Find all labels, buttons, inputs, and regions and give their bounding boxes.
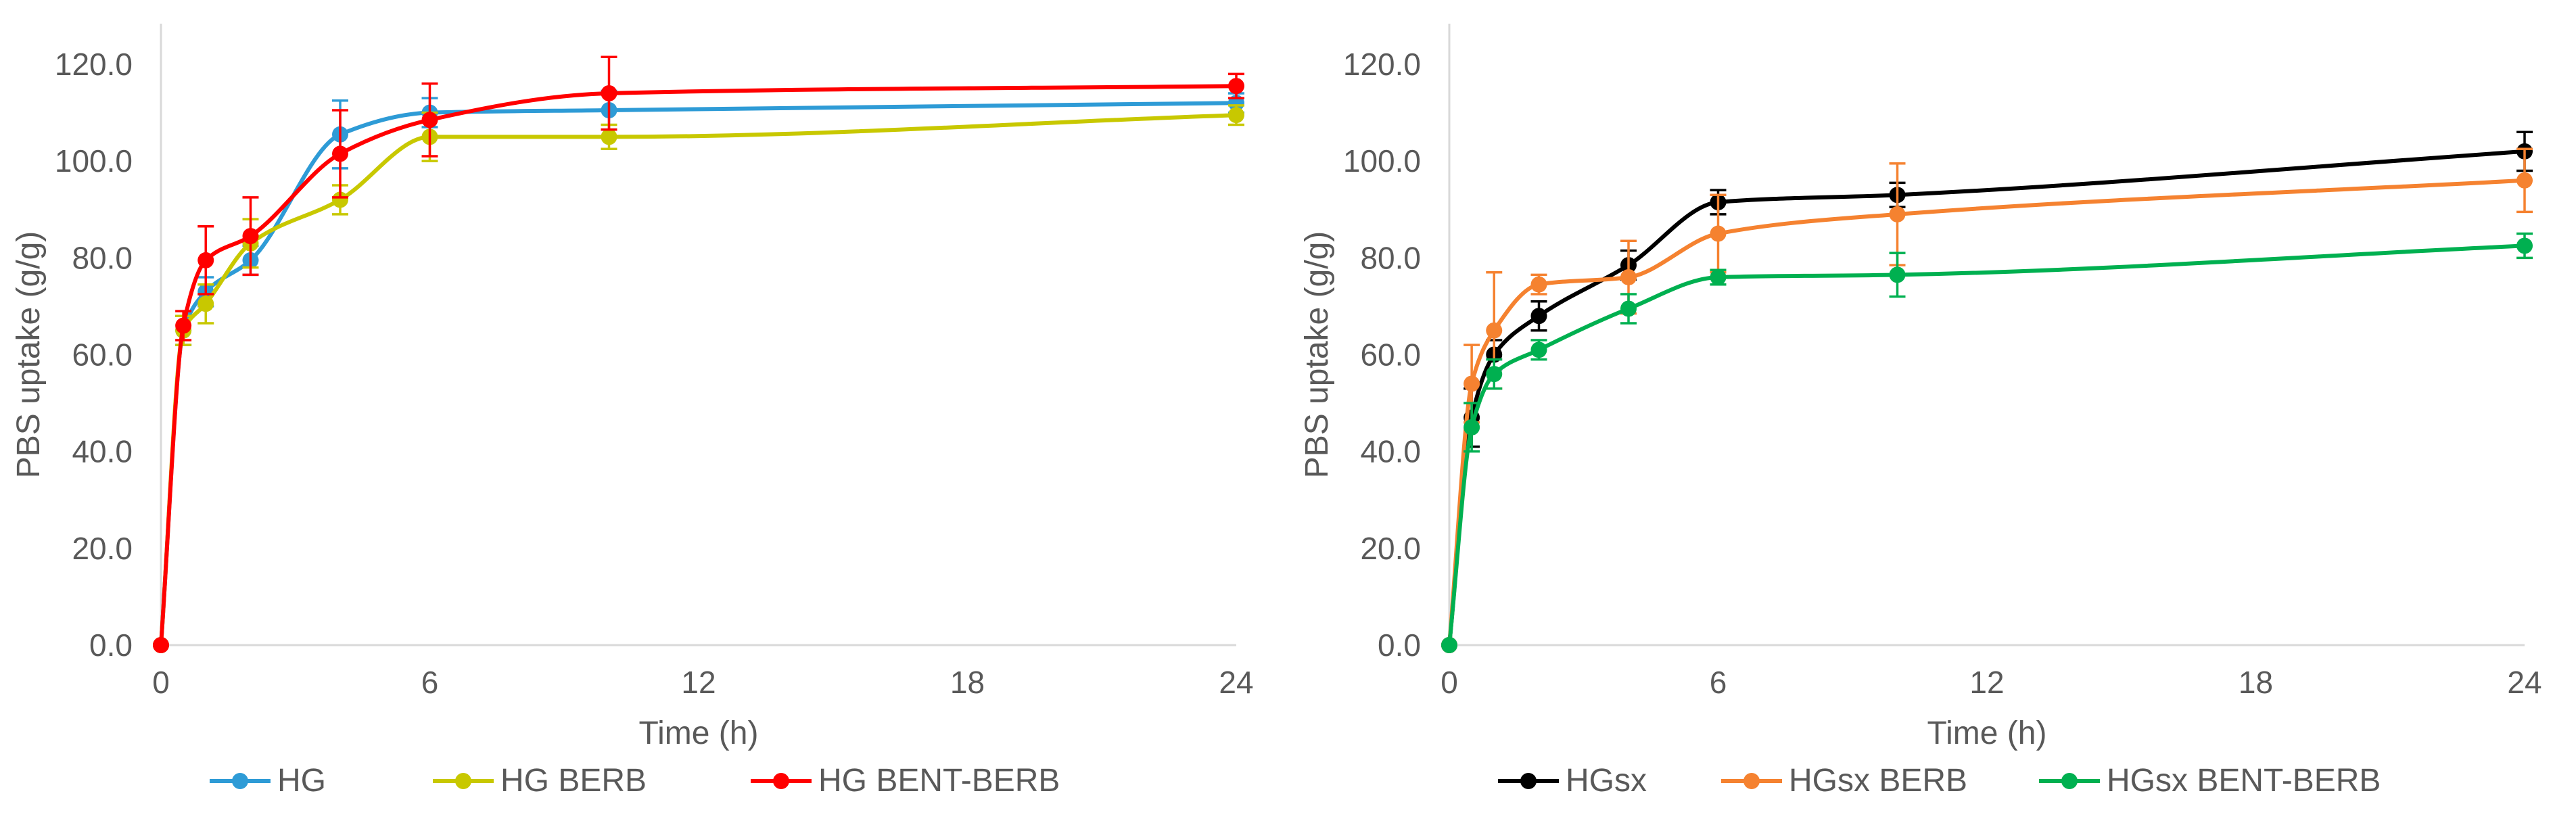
left-y-tick-label: 120.0 bbox=[55, 47, 133, 82]
series-line-hgsx-berb bbox=[1447, 178, 2525, 646]
data-point-hgsx-berb bbox=[1710, 225, 1727, 242]
left-y-tick-label: 60.0 bbox=[72, 337, 133, 373]
data-point-hgsx-bent-berb bbox=[1710, 268, 1727, 285]
legend-marker-hg-berb bbox=[455, 773, 471, 789]
left-x-tick-label: 6 bbox=[421, 665, 439, 700]
right-y-axis-title: PBS uptake (g/g) bbox=[1299, 231, 1335, 479]
right-y-tick-label: 40.0 bbox=[1360, 434, 1421, 469]
data-point-hgsx-berb bbox=[2516, 172, 2533, 189]
legend-label-hg: HG bbox=[277, 763, 326, 799]
series-line-hg-bent-berb bbox=[159, 84, 1237, 646]
left-x-tick-label: 24 bbox=[1219, 665, 1253, 700]
right-x-tick-label: 24 bbox=[2507, 665, 2542, 700]
series-hgsx bbox=[1441, 131, 2533, 653]
data-point-hgsx-bent-berb bbox=[1441, 637, 1457, 653]
right-y-tick-label: 0.0 bbox=[1378, 628, 1421, 663]
right-x-axis-title: Time (h) bbox=[1927, 715, 2047, 751]
series-hg-bent-berb bbox=[153, 55, 1244, 653]
series-hg bbox=[153, 89, 1244, 653]
right-x-tick-label: 0 bbox=[1441, 665, 1458, 700]
legend-item-hgsx: HGsx bbox=[1498, 763, 1647, 799]
legend-marker-hgsx bbox=[1520, 773, 1537, 789]
right-x-tick-label: 6 bbox=[1710, 665, 1727, 700]
left-y-axis-title: PBS uptake (g/g) bbox=[11, 231, 47, 479]
series-line-hg-berb bbox=[159, 113, 1237, 646]
data-point-hgsx-berb bbox=[1486, 322, 1503, 339]
left-y-tick-label: 40.0 bbox=[72, 434, 133, 469]
data-point-hg-bent-berb bbox=[242, 228, 259, 245]
data-point-hg-bent-berb bbox=[332, 145, 348, 162]
left-x-tick-label: 0 bbox=[152, 665, 170, 700]
data-point-hgsx-bent-berb bbox=[1889, 266, 1906, 283]
legend-label-hg-bent-berb: HG BENT-BERB bbox=[818, 763, 1060, 799]
chart-right: 0.0 20.0 40.0 60.0 80.0 100.0 120.0 0 6 12 18 24 Tim… bbox=[1288, 0, 2576, 827]
legend-item-hg-bent-berb: HG BENT-BERB bbox=[751, 763, 1060, 799]
legend-item-hg-berb: HG BERB bbox=[433, 763, 647, 799]
right-y-tick-label: 20.0 bbox=[1360, 531, 1421, 566]
right-x-tick-label: 12 bbox=[1969, 665, 2004, 700]
data-point-hg-berb bbox=[197, 296, 214, 312]
legend-item-hgsx-bent-berb: HGsx BENT-BERB bbox=[2039, 763, 2381, 799]
left-y-tick-label: 20.0 bbox=[72, 531, 133, 566]
data-point-hgsx bbox=[1530, 308, 1547, 325]
legend-label-hg-berb: HG BERB bbox=[500, 763, 647, 799]
chart-left-svg: 0.0 20.0 40.0 60.0 80.0 100.0 120.0 0 6 12 18 24 Tim… bbox=[11, 24, 1254, 799]
data-point-hg-berb bbox=[332, 191, 348, 208]
legend-marker-hgsx-bent-berb bbox=[2061, 773, 2078, 789]
left-x-tick-label: 12 bbox=[681, 665, 716, 700]
data-point-hgsx-berb bbox=[1530, 276, 1547, 293]
series-hgsx-berb bbox=[1441, 147, 2533, 653]
data-point-hgsx-bent-berb bbox=[1463, 419, 1480, 435]
series-line-hgsx bbox=[1447, 149, 2525, 646]
series-hgsx-bent-berb bbox=[1441, 232, 2533, 653]
data-point-hgsx-bent-berb bbox=[1620, 300, 1637, 317]
data-point-hg-bent-berb bbox=[197, 252, 214, 268]
legend-label-hgsx: HGsx bbox=[1566, 763, 1647, 799]
series-line-hgsx-bent-berb bbox=[1447, 243, 2525, 646]
legend-marker-hg-bent-berb bbox=[773, 773, 789, 789]
data-point-hgsx-berb bbox=[1620, 268, 1637, 285]
right-y-tick-label: 80.0 bbox=[1360, 240, 1421, 275]
left-x-axis-title: Time (h) bbox=[639, 715, 759, 751]
data-point-hgsx-berb bbox=[1889, 206, 1906, 222]
series-line-hg bbox=[159, 101, 1237, 646]
right-y-tick-label: 100.0 bbox=[1343, 143, 1421, 179]
left-y-tick-label: 80.0 bbox=[72, 240, 133, 275]
data-point-hg-berb bbox=[601, 128, 617, 145]
legend-marker-hgsx-berb bbox=[1743, 773, 1760, 789]
data-point-hgsx-berb bbox=[1463, 375, 1480, 392]
right-x-tick-label: 18 bbox=[2239, 665, 2273, 700]
data-point-hgsx-bent-berb bbox=[2516, 237, 2533, 254]
legend-marker-hg bbox=[232, 773, 248, 789]
data-point-hg-bent-berb bbox=[153, 637, 169, 653]
data-point-hg-berb bbox=[1228, 107, 1244, 124]
data-point-hg-bent-berb bbox=[1228, 78, 1244, 95]
chart-left: 0.0 20.0 40.0 60.0 80.0 100.0 120.0 0 6 12 18 24 Tim… bbox=[11, 24, 1254, 799]
legend-item-hg: HG bbox=[210, 763, 326, 799]
data-point-hg-bent-berb bbox=[601, 85, 617, 101]
data-point-hg-bent-berb bbox=[421, 112, 438, 128]
legend-label-hgsx-berb: HGsx BERB bbox=[1789, 763, 1967, 799]
legend-item-hgsx-berb: HGsx BERB bbox=[1721, 763, 1967, 799]
chart-right-svg: 0.0 20.0 40.0 60.0 80.0 100.0 120.0 0 6 12 18 24 Tim… bbox=[1299, 24, 2542, 799]
left-y-tick-label: 0.0 bbox=[89, 628, 133, 663]
left-x-tick-label: 18 bbox=[950, 665, 985, 700]
data-point-hgsx-bent-berb bbox=[1530, 341, 1547, 358]
data-point-hg-bent-berb bbox=[175, 317, 192, 334]
legend-label-hgsx-bent-berb: HGsx BENT-BERB bbox=[2107, 763, 2381, 799]
data-point-hgsx-bent-berb bbox=[1486, 366, 1503, 383]
right-y-tick-label: 120.0 bbox=[1343, 47, 1421, 82]
left-y-tick-label: 100.0 bbox=[55, 143, 133, 179]
series-hg-berb bbox=[153, 104, 1244, 653]
right-y-tick-label: 60.0 bbox=[1360, 337, 1421, 373]
